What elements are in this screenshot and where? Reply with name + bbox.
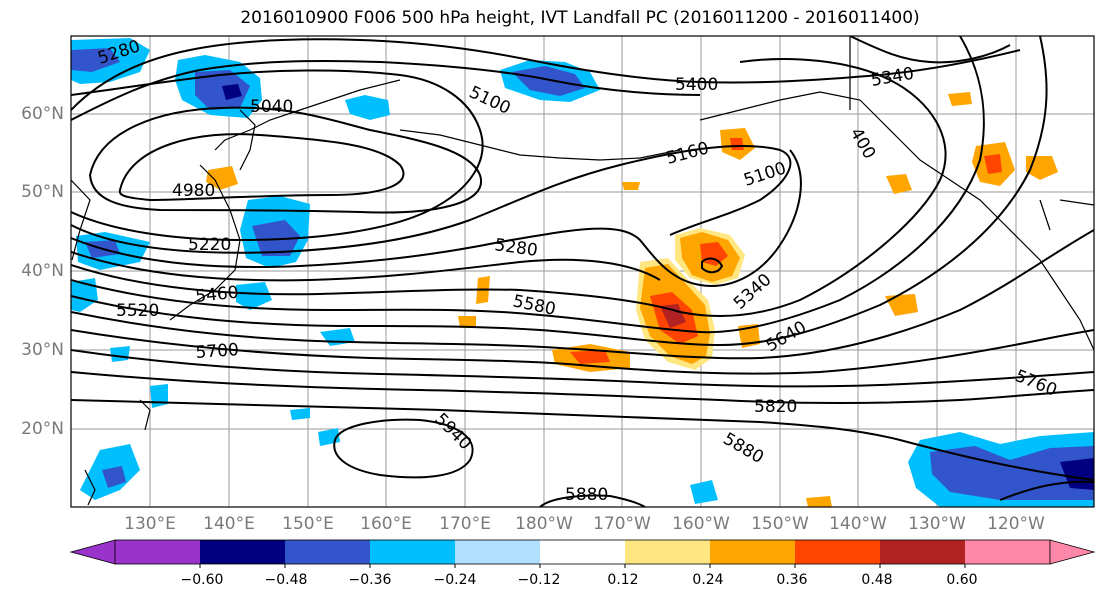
lat-label-50n: 50°N (21, 182, 64, 202)
lat-label-30n: 30°N (21, 340, 64, 360)
lon-label-140w: 140°W (829, 514, 887, 534)
negative-ivt-shading (71, 38, 1094, 507)
contour-label: 5040 (250, 97, 293, 117)
colorbar-tick-label: −0.48 (264, 572, 308, 588)
contour-label: 5520 (116, 301, 159, 321)
lat-label-20n: 20°N (21, 419, 64, 439)
colorbar-overflow-triangle (1049, 539, 1096, 565)
colorbar-tick-label: −0.24 (433, 572, 477, 588)
colorbar-cell (880, 540, 966, 564)
colorbar-tick-label: −0.36 (348, 572, 392, 588)
colorbar-tick-label: −0.60 (180, 572, 224, 588)
lon-label-160e: 160°E (360, 514, 412, 534)
lon-label-180w: 180°W (515, 514, 573, 534)
contour-label: 5220 (188, 235, 231, 255)
colorbar-cell (795, 540, 881, 564)
colorbar-tick-label: −0.12 (517, 572, 561, 588)
lon-label-140e: 140°E (203, 514, 255, 534)
colorbar-cell (115, 540, 201, 564)
lon-label-120w: 120°W (987, 514, 1045, 534)
contour-label: 5460 (194, 283, 239, 307)
height-contours (71, 36, 1094, 507)
lat-label-60n: 60°N (21, 104, 64, 124)
colorbar-tick-marks (199, 564, 966, 568)
lat-label-40n: 40°N (21, 261, 64, 281)
colorbar-cell (965, 540, 1051, 564)
colorbar-cell (370, 540, 456, 564)
map-frame (70, 35, 1095, 508)
colorbar (69, 539, 1096, 568)
colorbar-cell (455, 540, 541, 564)
contour-label: 5820 (754, 397, 797, 417)
lon-label-130w: 130°W (908, 514, 966, 534)
contour-label: 5700 (195, 340, 240, 363)
colorbar-tick-label: 0.36 (776, 572, 808, 588)
lon-label-170w: 170°W (593, 514, 651, 534)
colorbar-cells (114, 539, 1051, 565)
lon-label-170e: 170°E (439, 514, 491, 534)
colorbar-tick-label: 0.48 (861, 572, 893, 588)
coastlines (71, 36, 1094, 506)
colorbar-tick-label: 0.60 (946, 572, 978, 588)
colorbar-underflow-triangle (69, 539, 116, 565)
colorbar-cell (710, 540, 796, 564)
contour-label: 5400 (675, 75, 718, 95)
lon-label-150w: 150°W (751, 514, 809, 534)
lon-label-130e: 130°E (124, 514, 176, 534)
colorbar-tick-label: 0.24 (692, 572, 724, 588)
contour-label: 5880 (565, 485, 608, 505)
lon-label-150e: 150°E (282, 514, 334, 534)
lon-label-160w: 160°W (672, 514, 730, 534)
colorbar-cell (285, 540, 371, 564)
colorbar-cell (200, 540, 286, 564)
contour-label: 4980 (172, 181, 215, 201)
colorbar-cell (625, 540, 711, 564)
map-title: 2016010900 F006 500 hPa height, IVT Land… (240, 8, 920, 28)
colorbar-cell (540, 540, 626, 564)
colorbar-tick-label: 0.12 (607, 572, 639, 588)
